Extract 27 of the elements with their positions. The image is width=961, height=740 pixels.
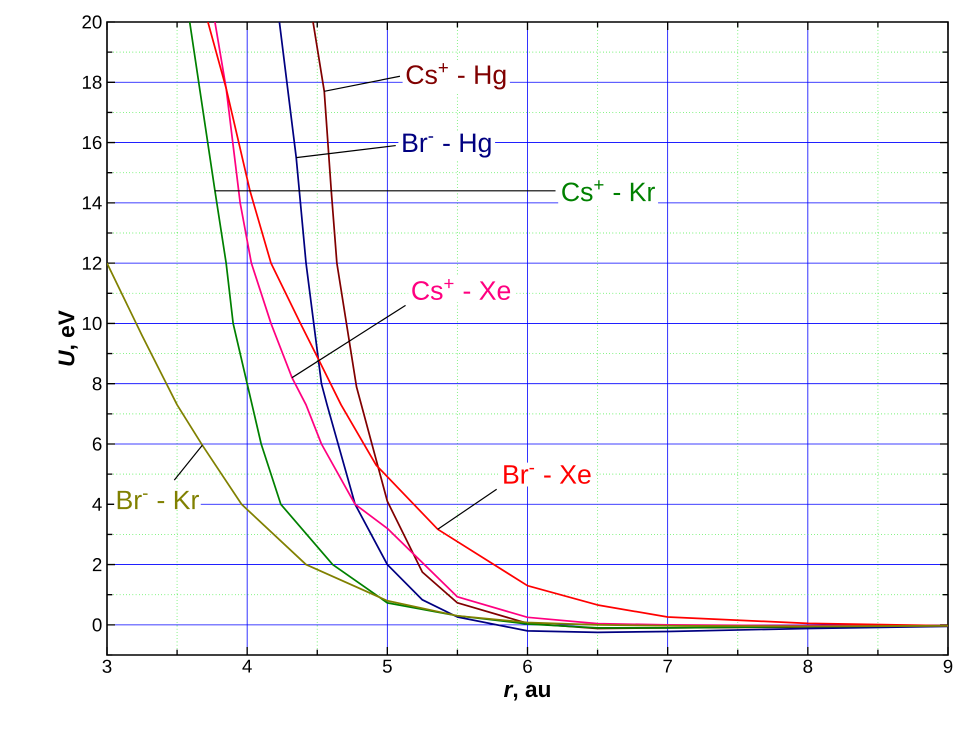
y-tick-label: 18 xyxy=(82,76,102,89)
x-tick-label: 6 xyxy=(523,660,532,673)
x-tick-label: 3 xyxy=(102,660,112,673)
text: Cs$^{+}$ - Xe xyxy=(412,278,510,300)
y-axis-title: U, eV xyxy=(58,310,78,366)
x-axis-title: r, au xyxy=(504,684,550,700)
text: Br$^{-}$ - Hg xyxy=(403,134,491,158)
y-tick-label: 14 xyxy=(82,196,102,210)
text: Cs$^{+}$ - Hg xyxy=(406,63,506,90)
y-tick-label: 2 xyxy=(92,558,102,572)
text: Cs$^{+}$ - Kr xyxy=(562,180,655,202)
x-tick-label: 7 xyxy=(663,660,672,673)
y-tick-label: 6 xyxy=(92,437,102,451)
text: Br$^{-}$ - Xe xyxy=(504,465,591,484)
x-tick-label: 9 xyxy=(944,660,952,673)
series-label: Br$^{-}$ - Kr xyxy=(118,490,199,510)
x-tick-label: 8 xyxy=(803,660,812,673)
y-tick-label: 10 xyxy=(82,316,102,330)
y-tick-label: 20 xyxy=(82,15,102,29)
x-tick-label: 5 xyxy=(382,660,392,673)
y-tick-label: 4 xyxy=(92,498,102,511)
y-tick-label: 16 xyxy=(82,136,102,150)
y-tick-label: 12 xyxy=(82,256,102,270)
x-tick-label: 4 xyxy=(242,660,252,673)
y-tick-label: 8 xyxy=(92,377,102,390)
y-tick-label: 0 xyxy=(92,618,102,632)
line-series xyxy=(107,262,948,628)
